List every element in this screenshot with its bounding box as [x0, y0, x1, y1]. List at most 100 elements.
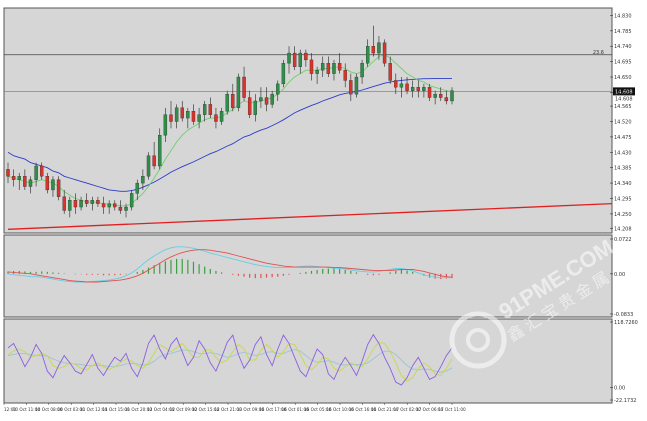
price-tick-label: 14.430: [614, 150, 632, 156]
candle-body: [337, 63, 342, 71]
candle-body: [28, 179, 33, 187]
candle-body: [73, 200, 78, 208]
candle-body: [141, 176, 145, 184]
candle-body: [270, 93, 274, 105]
oscillator-tick-label: 0.00: [614, 386, 625, 392]
oscillator-d-line: [7, 341, 453, 382]
price-tick-label: 14.295: [614, 196, 632, 202]
candle-body: [427, 87, 432, 98]
oscillator-k-line: [7, 333, 453, 386]
candle-body: [40, 165, 44, 177]
last-price-box: [613, 87, 635, 96]
time-tick-label: 12 Oct 09:00: [170, 407, 198, 412]
time-tick-label: 16 Oct 16:00: [349, 407, 377, 412]
price-tick-label: 14.605: [614, 90, 632, 96]
candle-body: [287, 52, 291, 64]
oscillator-tick-label: -22.1732: [614, 398, 636, 404]
price-tick-label: 14.740: [614, 44, 632, 50]
time-tick-label: 11 Oct 15:00: [102, 407, 130, 412]
candle-body: [135, 182, 139, 194]
candle-body: [236, 76, 241, 108]
candle-body: [158, 135, 162, 167]
candle-body: [219, 111, 224, 122]
time-tick-label: 13 Oct 09:00: [237, 407, 265, 412]
fib-level-label: 23.6: [593, 50, 604, 56]
candle-body: [281, 63, 286, 85]
candle-body: [349, 80, 353, 95]
candle-body: [433, 93, 437, 98]
time-tick-label: 11 Oct 20:00: [125, 407, 153, 412]
candle-body: [180, 107, 184, 119]
candle-body: [90, 200, 94, 204]
macd-signal-line: [7, 249, 453, 283]
price-tick-label: 14.475: [614, 135, 632, 141]
candle-body: [146, 155, 151, 177]
candle-body: [371, 46, 376, 54]
candle-body: [360, 63, 364, 78]
candle-body: [214, 114, 218, 122]
slow-moving-average: [7, 77, 452, 192]
candle-body: [6, 169, 10, 177]
time-tick-label: 16 Oct 05:00: [304, 407, 332, 412]
candle-body: [377, 42, 381, 54]
price-tick-label: 14.250: [614, 212, 632, 218]
candle-body: [23, 176, 27, 187]
time-tick-label: 16 Oct 01:00: [282, 407, 310, 412]
candle-body: [79, 200, 83, 208]
time-tick-label: 17 Oct 11:00: [438, 407, 466, 412]
time-tick-label: 10 Oct 03:00: [58, 407, 86, 412]
candle-body: [208, 104, 213, 115]
candle-body: [242, 76, 246, 98]
watermark-logo-ring: [449, 311, 507, 369]
macd-tick-label: -0.0833: [614, 312, 633, 318]
candle-body: [304, 52, 308, 61]
candle-body: [444, 97, 449, 102]
candle-body: [315, 70, 319, 74]
macd-panel: [3, 234, 613, 318]
oscillator-tick-label: 118.7260: [614, 320, 638, 326]
candle-body: [410, 87, 415, 91]
time-tick-label: 12:00: [4, 407, 16, 412]
support-trendline: [7, 202, 613, 230]
time-tick-label: 17 Oct 02:00: [394, 407, 422, 412]
candle-body: [259, 97, 263, 102]
candle-body: [253, 100, 257, 115]
price-tick-label: 14.565: [614, 104, 632, 110]
candle-body: [101, 203, 106, 208]
macd-series: [7, 246, 453, 283]
candle-body: [186, 111, 190, 119]
price-tick-label: 14.385: [614, 166, 632, 172]
candle-body: [163, 114, 168, 136]
candle-body: [129, 193, 134, 208]
candle-body: [332, 63, 336, 74]
oscillator-signal-line: [7, 349, 453, 373]
time-tick-label: 10 Oct 11:00: [13, 407, 41, 412]
oscillator-panel: [3, 318, 613, 404]
price-tick-label: 14.208: [614, 226, 632, 232]
watermark-logo-core: [466, 328, 490, 352]
candle-body: [388, 63, 392, 81]
price-tick-label: 14.830: [614, 13, 632, 19]
candle-body: [113, 203, 117, 208]
candle-body: [247, 97, 252, 115]
time-tick-label: 16 Oct 17:00: [259, 407, 287, 412]
candle-body: [84, 200, 89, 204]
candle-body: [231, 93, 235, 108]
candle-body: [405, 83, 409, 91]
candle-body: [382, 42, 387, 64]
candle-body: [439, 93, 443, 98]
candle-body: [225, 93, 229, 112]
time-tick-label: 11 Oct 12:00: [80, 407, 108, 412]
candle-body: [56, 179, 61, 197]
macd-tick-label: 0.00: [614, 272, 625, 278]
candle-body: [51, 179, 55, 191]
candle-body: [321, 63, 325, 71]
candle-body: [309, 59, 314, 74]
macd-tick-label: 0.0722: [614, 237, 632, 243]
oscillator-series: [7, 333, 453, 386]
candle-body: [343, 70, 347, 81]
time-tick-label: 17 Oct 06:00: [416, 407, 444, 412]
candle-body: [34, 165, 38, 180]
